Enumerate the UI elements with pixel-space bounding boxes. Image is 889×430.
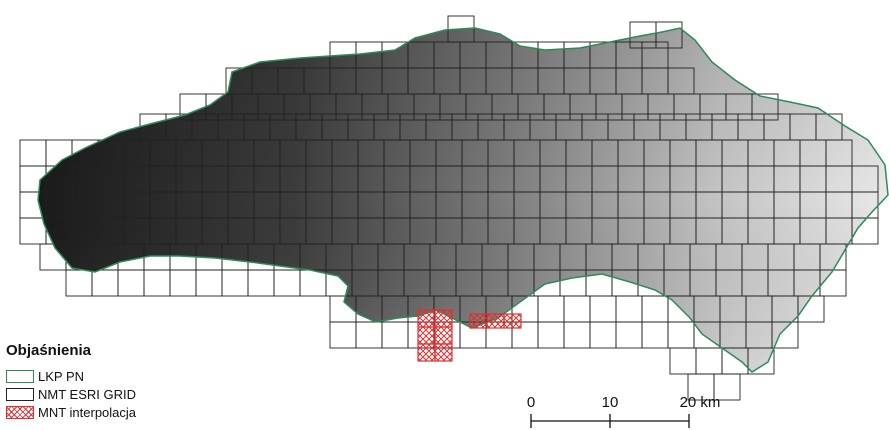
nmt-grid-tile: [564, 296, 590, 322]
mnt-interpolation-tile: [487, 314, 504, 328]
nmt-grid-tile: [144, 270, 170, 296]
nmt-grid-tile: [696, 348, 722, 374]
nmt-grid-tile: [248, 270, 274, 296]
mnt-interpolation-tile: [418, 327, 435, 344]
mnt-interpolation-swatch-icon: [6, 406, 34, 419]
scale-label-0: 0: [527, 394, 535, 411]
nmt-grid-tile: [668, 322, 694, 348]
mnt-interpolation-layer: [418, 310, 521, 361]
nmt-grid-tile: [92, 270, 118, 296]
legend-title: Objaśnienia: [6, 342, 246, 359]
dem-layer: [38, 28, 888, 372]
nmt-grid-tile: [642, 296, 668, 322]
nmt-grid-tile: [670, 348, 696, 374]
nmt-grid-tile: [170, 270, 196, 296]
nmt-grid-tile: [20, 140, 46, 166]
scale-label-10: 10: [602, 394, 619, 411]
mnt-interpolation-tile: [418, 310, 435, 327]
dem-hillshade: [38, 28, 888, 372]
nmt-grid-tile: [642, 322, 668, 348]
mnt-interpolation-tile: [470, 314, 487, 328]
nmt-grid-tile: [20, 218, 46, 244]
nmt-grid-tile: [330, 322, 356, 348]
nmt-grid-tile: [118, 270, 144, 296]
mnt-interpolation-tile: [418, 344, 435, 361]
nmt-grid-tile: [196, 270, 222, 296]
nmt-grid-tile: [222, 270, 248, 296]
legend-label-mnt-interpolacja: MNT interpolacja: [38, 405, 136, 420]
legend-item-nmt-esri-grid: NMT ESRI GRID: [6, 385, 246, 403]
mnt-interpolation-tile: [504, 314, 521, 328]
nmt-grid-tile: [590, 322, 616, 348]
legend-item-lkp-pn: LKP PN: [6, 367, 246, 385]
nmt-grid-swatch-icon: [6, 388, 34, 401]
scale-label-20: 20 km: [680, 394, 721, 411]
nmt-grid-tile: [564, 322, 590, 348]
mnt-interpolation-tile: [435, 310, 452, 327]
nmt-grid-tile: [538, 322, 564, 348]
legend-label-lkp-pn: LKP PN: [38, 369, 84, 384]
nmt-grid-tile: [274, 270, 300, 296]
legend-item-mnt-interpolacja: MNT interpolacja: [6, 403, 246, 421]
nmt-grid-tile: [356, 322, 382, 348]
scale-bar: [531, 414, 689, 428]
nmt-grid-tile: [538, 296, 564, 322]
nmt-grid-tile: [616, 322, 642, 348]
legend: Objaśnienia LKP PN NMT ESRI GRID MNT int…: [6, 342, 246, 421]
mnt-interpolation-tile: [435, 344, 452, 361]
nmt-grid-tile: [300, 270, 326, 296]
lkp-pn-swatch-icon: [6, 370, 34, 383]
legend-label-nmt-esri-grid: NMT ESRI GRID: [38, 387, 136, 402]
nmt-grid-tile: [616, 296, 642, 322]
nmt-grid-tile: [382, 322, 408, 348]
mnt-interpolation-tile: [435, 327, 452, 344]
nmt-grid-tile: [590, 296, 616, 322]
nmt-grid-tile: [66, 270, 92, 296]
